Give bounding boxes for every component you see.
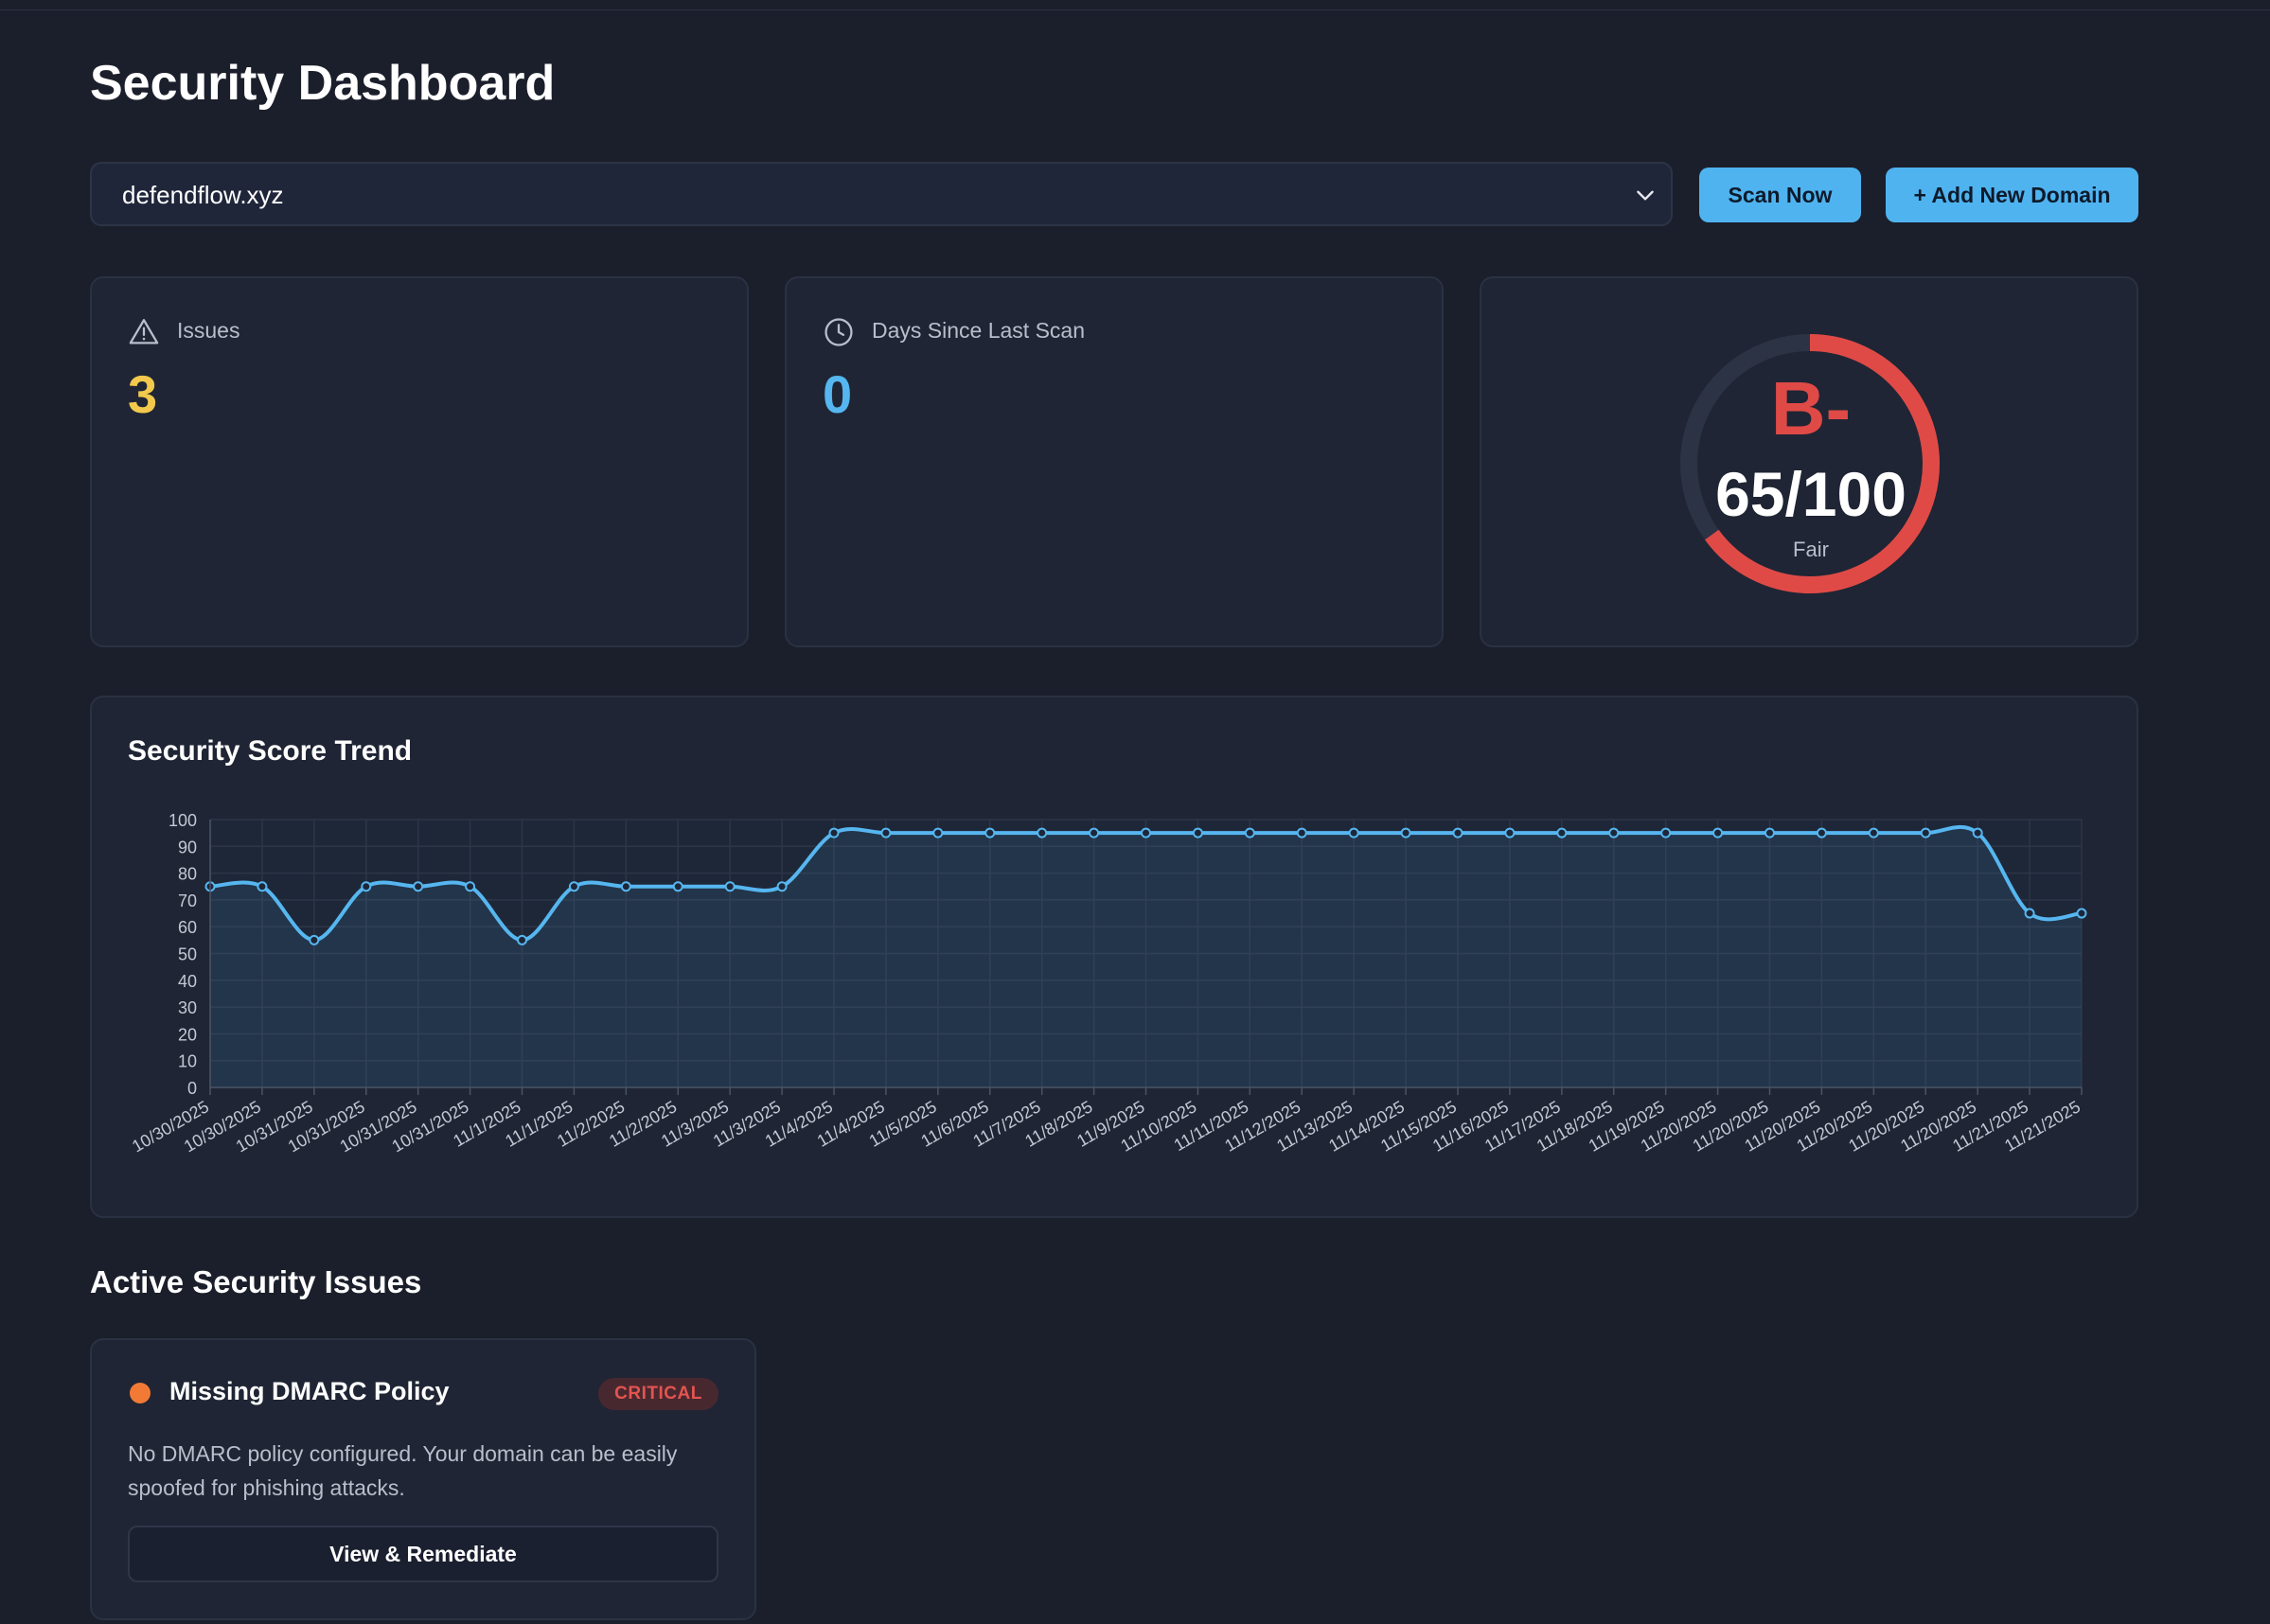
chart-title: Security Score Trend <box>128 735 413 767</box>
data-point <box>1765 827 1775 838</box>
y-tick-label: 40 <box>178 972 197 991</box>
domain-select-value: defendflow.xyz <box>122 181 284 209</box>
data-point <box>413 881 424 892</box>
data-point <box>984 827 996 838</box>
data-point <box>465 881 476 892</box>
view-remediate-button[interactable]: View & Remediate <box>128 1526 718 1582</box>
data-point <box>620 881 631 892</box>
scan-now-button[interactable]: Scan Now <box>1699 168 1861 222</box>
data-point <box>2024 908 2035 919</box>
page-title: Security Dashboard <box>90 56 556 111</box>
data-point <box>1556 827 1568 838</box>
data-point <box>1816 827 1827 838</box>
data-point <box>828 827 840 838</box>
top-border <box>0 0 2270 10</box>
y-tick-label: 90 <box>178 838 197 856</box>
score-value: 65/100 <box>1715 459 1906 529</box>
y-tick-label: 70 <box>178 891 197 910</box>
days-since-scan-card: Days Since Last Scan 0 <box>785 276 1444 647</box>
data-point <box>1504 827 1516 838</box>
y-tick-label: 20 <box>178 1025 197 1044</box>
data-point <box>880 827 892 838</box>
data-point <box>1920 827 1931 838</box>
score-grade: B- <box>1770 366 1852 450</box>
severity-badge: CRITICAL <box>598 1378 718 1410</box>
chevron-down-icon <box>1637 190 1654 201</box>
y-tick-label: 30 <box>178 998 197 1017</box>
active-issues-heading: Active Security Issues <box>90 1264 422 1299</box>
data-point <box>724 881 736 892</box>
data-point <box>672 881 683 892</box>
severity-dot <box>130 1383 151 1403</box>
data-point <box>2076 908 2087 919</box>
data-point <box>776 881 788 892</box>
y-tick-label: 80 <box>178 865 197 884</box>
data-point <box>932 827 944 838</box>
data-point <box>1868 827 1879 838</box>
issue-card[interactable]: Missing DMARC Policy CRITICAL No DMARC p… <box>90 1338 756 1620</box>
issues-label: Issues <box>177 318 240 343</box>
data-point <box>517 934 527 945</box>
score-trend-card: Security Score Trend 0 10 20 30 40 50 60 70 80 90… <box>90 696 2138 1218</box>
data-point <box>1608 827 1620 838</box>
data-point <box>1244 827 1255 838</box>
warning-triangle-icon <box>129 319 159 344</box>
clock-icon <box>825 318 853 346</box>
data-point <box>1037 827 1048 838</box>
data-point <box>1712 827 1724 838</box>
days-label: Days Since Last Scan <box>872 318 1086 343</box>
data-point <box>309 934 320 945</box>
y-tick-label: 60 <box>178 918 197 937</box>
data-point <box>568 881 579 892</box>
data-point <box>1141 827 1151 838</box>
issue-title: Missing DMARC Policy <box>169 1377 450 1405</box>
y-tick-label: 0 <box>187 1079 197 1098</box>
y-tick-label: 100 <box>168 811 197 830</box>
score-rating: Fair <box>1793 538 1829 561</box>
domain-select[interactable]: defendflow.xyz <box>90 162 1673 226</box>
score-trend-chart: 010203040506070809010010/30/202510/30/20… <box>129 811 2087 1156</box>
data-point <box>1348 827 1359 838</box>
data-point <box>361 881 372 892</box>
issues-count: 3 <box>128 364 158 424</box>
y-tick-label: 50 <box>178 945 197 964</box>
data-point <box>1192 827 1203 838</box>
add-domain-button[interactable]: + Add New Domain <box>1886 168 2138 222</box>
data-point <box>257 881 268 892</box>
score-gauge-arc <box>1680 334 1940 593</box>
score-gauge <box>1680 334 1940 593</box>
security-score-card: B- 65/100 Fair <box>1480 276 2138 647</box>
data-point <box>1296 827 1307 838</box>
y-tick-label: 10 <box>178 1052 197 1071</box>
data-point <box>1089 827 1100 838</box>
issue-description: No DMARC policy configured. Your domain … <box>128 1441 678 1500</box>
data-point <box>1452 827 1463 838</box>
score-area-fill <box>210 826 2082 1087</box>
issues-card: Issues 3 <box>90 276 749 647</box>
data-point <box>1972 827 1983 838</box>
data-point <box>1660 827 1672 838</box>
days-count: 0 <box>823 364 853 424</box>
data-point <box>1400 827 1411 838</box>
